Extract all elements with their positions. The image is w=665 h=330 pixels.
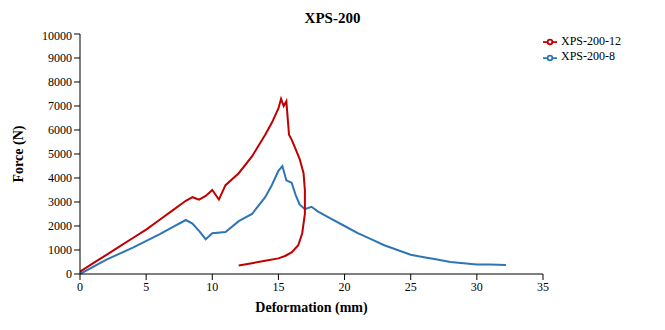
svg-text:8000: 8000 [48,75,72,89]
html-text:XPS-200-12: XPS-200-12 [561,34,621,48]
svg-text:9000: 9000 [48,51,72,65]
svg-text:Deformation (mm): Deformation (mm) [255,300,368,316]
svg-text:30: 30 [471,280,483,294]
html-text:XPS-200-8: XPS-200-8 [561,49,615,64]
svg-text:3000: 3000 [48,195,72,209]
svg-text:20: 20 [339,280,351,294]
svg-text:0: 0 [66,267,72,281]
svg-text:5000: 5000 [48,147,72,161]
html-text:XPS-200: XPS-200 [304,10,361,26]
svg-text:7000: 7000 [48,99,72,113]
svg-text:1000: 1000 [48,243,72,257]
svg-text:6000: 6000 [48,123,72,137]
svg-text:4000: 4000 [48,171,72,185]
svg-text:15: 15 [272,280,284,294]
svg-text:25: 25 [405,280,417,294]
svg-text:10000: 10000 [42,29,72,43]
svg-text:2000: 2000 [48,219,72,233]
svg-text:35: 35 [537,280,549,294]
svg-text:10: 10 [206,280,218,294]
svg-text:0: 0 [77,280,83,294]
svg-text:Force (N): Force (N) [11,125,27,182]
svg-text:5: 5 [143,280,149,294]
